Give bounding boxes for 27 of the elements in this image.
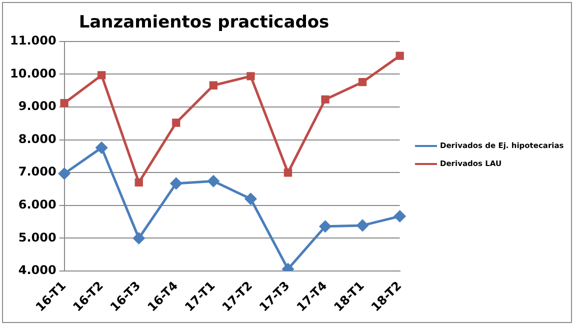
y-tick-label: 10.000 [10,66,56,80]
y-tick-label: 11.000 [10,34,56,48]
point [58,168,70,180]
point [96,142,108,154]
point [244,193,256,205]
point [134,178,143,187]
y-tick-label: 5.000 [18,230,56,244]
point [209,81,218,90]
point [320,220,332,232]
y-tick-label: 6.000 [18,198,56,212]
point [170,178,182,190]
point [284,168,292,177]
point [208,175,220,187]
y-tick-label: 9.000 [18,99,56,114]
point [246,72,255,80]
point [321,95,330,104]
y-tick-label: 8.000 [18,132,56,146]
point [358,78,367,86]
point [394,210,406,222]
point [396,52,404,60]
y-tick-label: 7.000 [18,164,56,179]
point [172,118,180,127]
y-tick-label: 4.000 [18,263,56,278]
point [356,220,368,232]
point [98,71,106,80]
chart-title: Lanzamientos practicados [78,12,330,33]
point [133,232,145,244]
